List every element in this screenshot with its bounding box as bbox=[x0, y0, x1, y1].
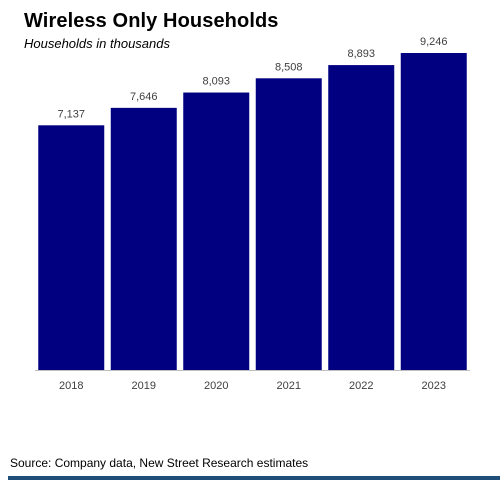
x-tick-label-2023: 2023 bbox=[422, 380, 446, 392]
bars-group bbox=[38, 52, 467, 371]
bar-2021 bbox=[255, 78, 322, 370]
bar-2018 bbox=[38, 125, 105, 370]
value-label-2019: 7,646 bbox=[130, 91, 158, 103]
bar-2022 bbox=[328, 65, 395, 371]
value-label-2023: 9,246 bbox=[420, 36, 448, 48]
bar-2020 bbox=[183, 92, 250, 371]
value-label-2021: 8,508 bbox=[275, 61, 303, 73]
x-tick-label-2020: 2020 bbox=[204, 380, 228, 392]
source-note: Source: Company data, New Street Researc… bbox=[10, 456, 309, 470]
value-labels-group: 7,137 7,646 8,093 8,508 8,893 9,246 bbox=[57, 36, 447, 120]
x-tick-label-2019: 2019 bbox=[132, 380, 156, 392]
value-label-2020: 8,093 bbox=[202, 76, 230, 88]
x-tick-labels-group: 2018 2019 2020 2021 2022 2023 bbox=[59, 380, 446, 392]
x-tick-label-2022: 2022 bbox=[349, 380, 373, 392]
chart-title: Wireless Only Households bbox=[24, 10, 279, 32]
chart-subtitle: Households in thousands bbox=[24, 36, 170, 51]
bar-2023 bbox=[400, 52, 467, 370]
x-tick-label-2018: 2018 bbox=[59, 380, 83, 392]
value-label-2022: 8,893 bbox=[347, 48, 375, 60]
bar-2019 bbox=[110, 107, 177, 370]
footer-rule bbox=[8, 476, 500, 480]
x-tick-label-2021: 2021 bbox=[277, 380, 301, 392]
value-label-2018: 7,137 bbox=[57, 108, 85, 120]
